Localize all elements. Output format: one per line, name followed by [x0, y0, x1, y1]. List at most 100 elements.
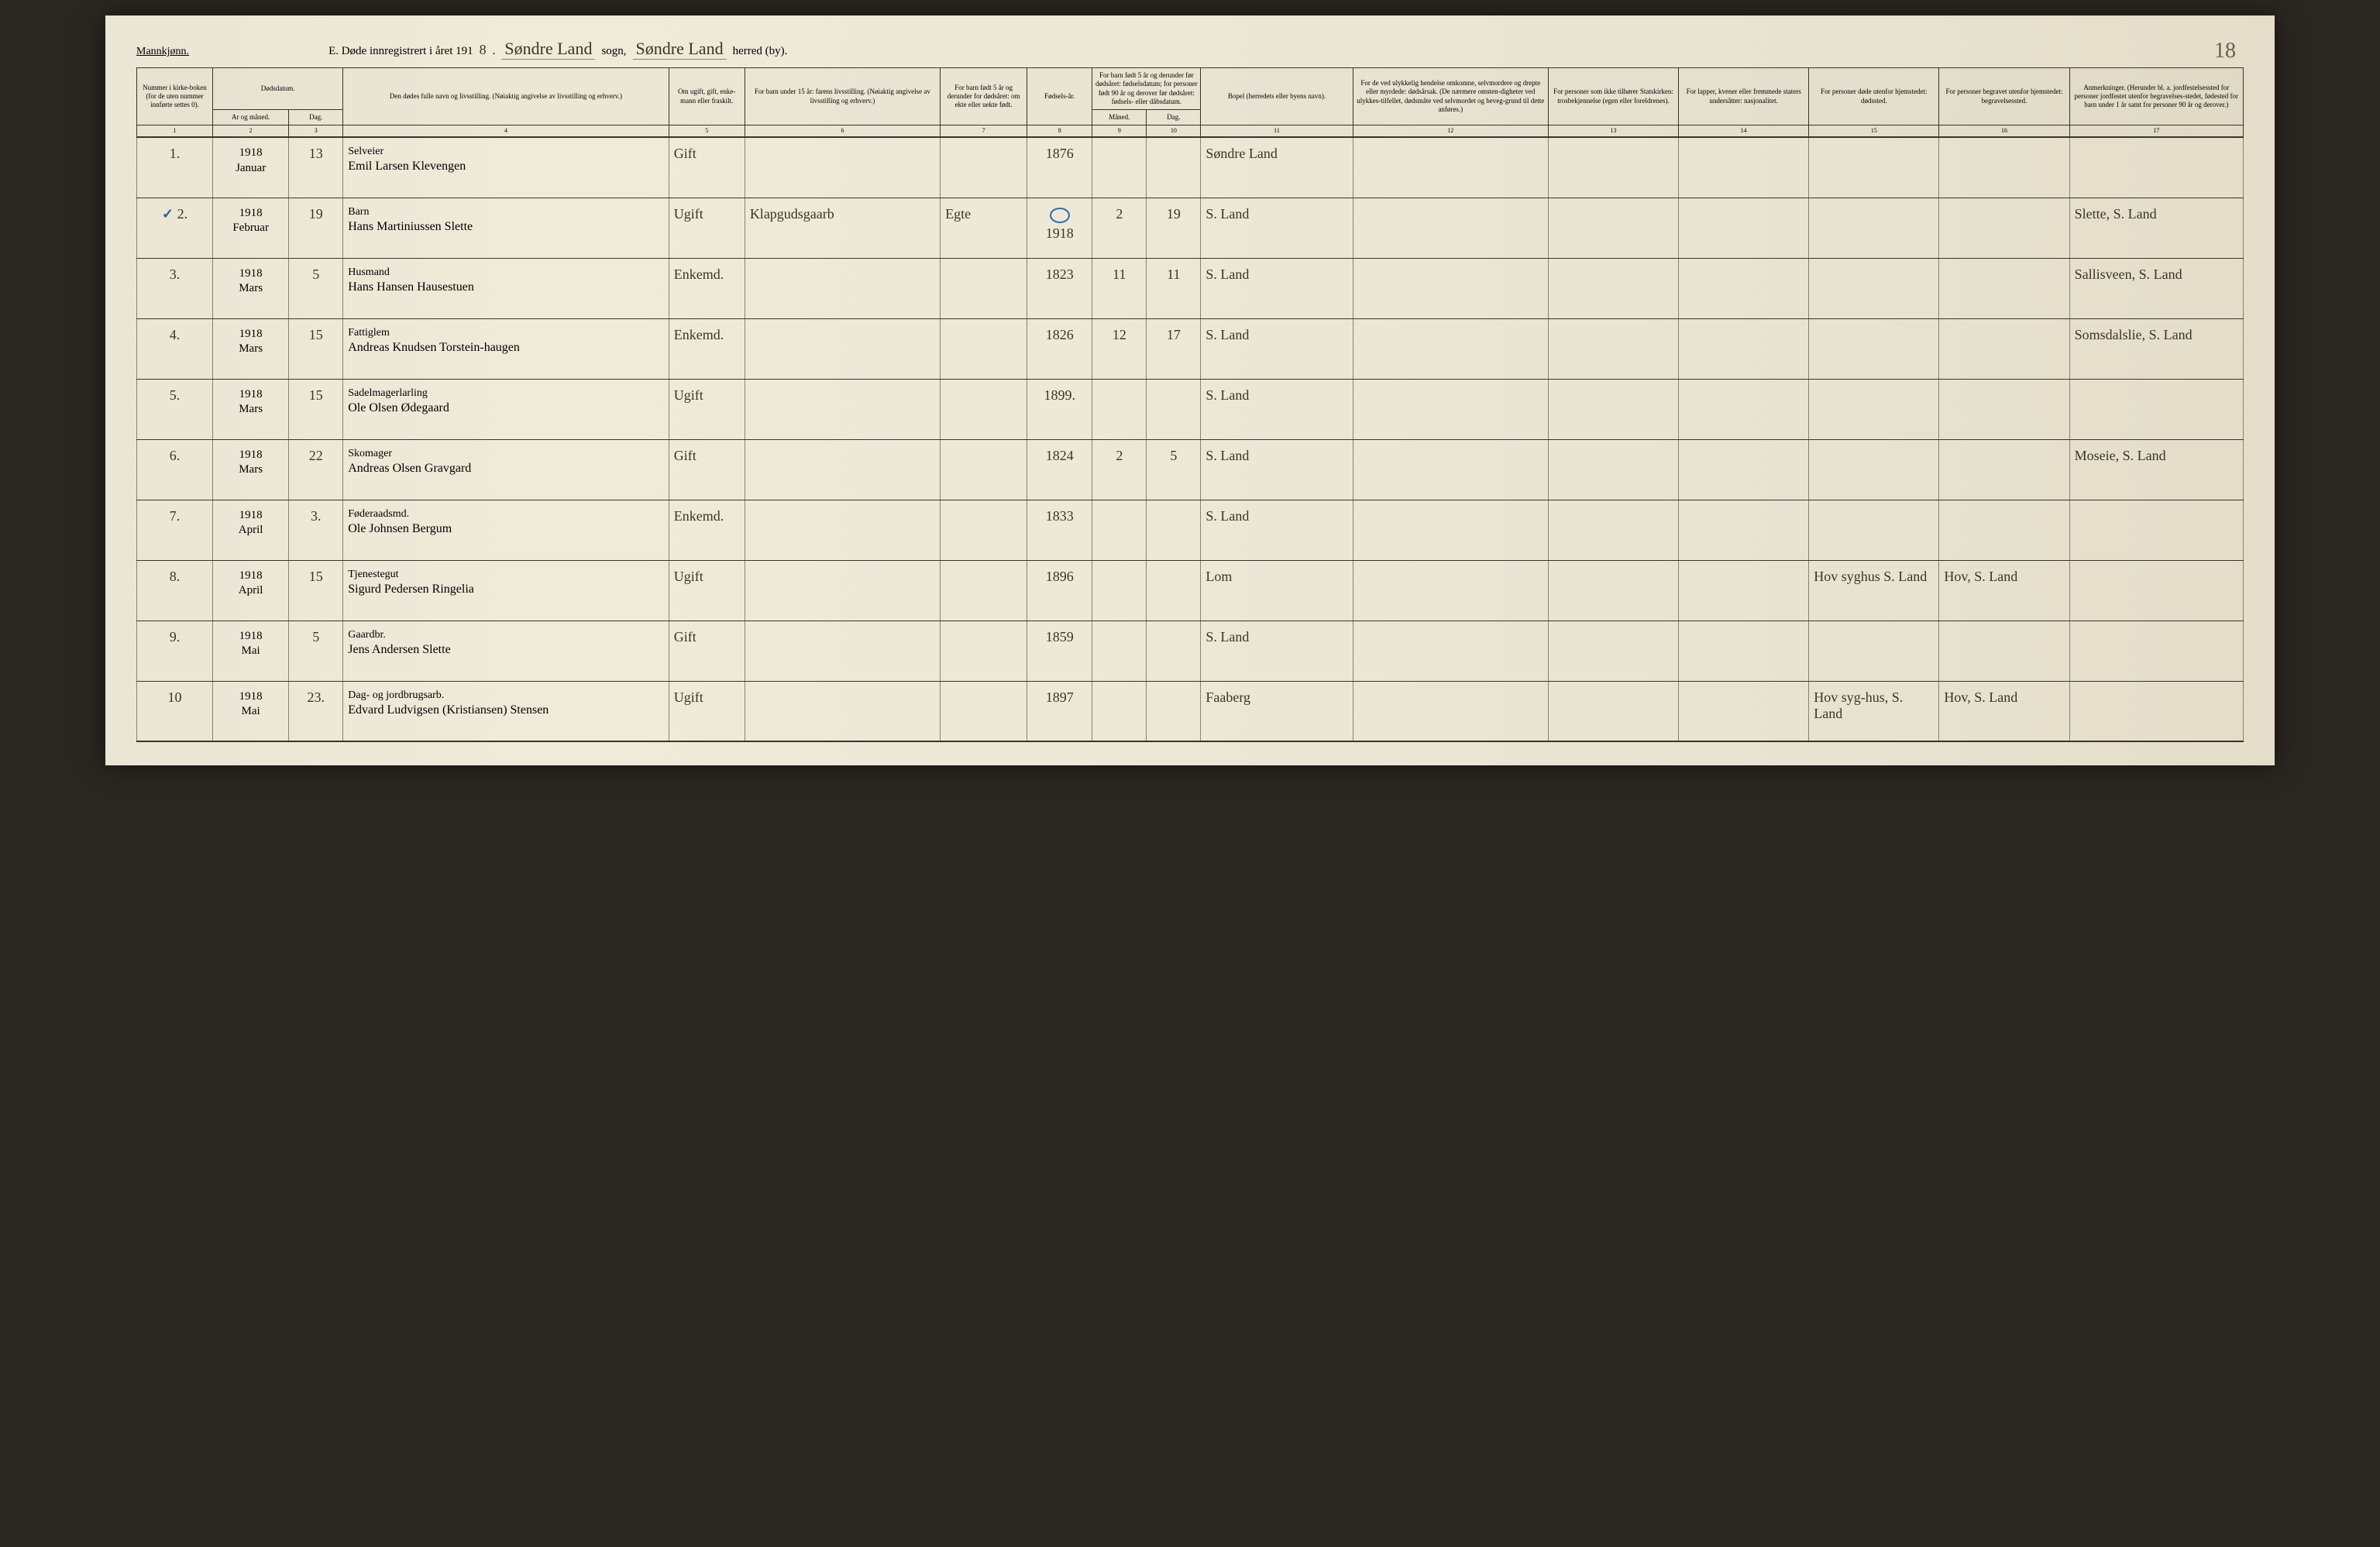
title-line: E. Døde innregistrert i året 1918 . Sønd…	[328, 39, 2244, 60]
birth-day: 11	[1147, 258, 1201, 318]
death-day: 23.	[289, 681, 343, 741]
death-year-month: 1918Februar	[213, 198, 289, 258]
burial-place	[1939, 439, 2069, 500]
col-header-3: Dag.	[289, 110, 343, 125]
birth-day	[1147, 379, 1201, 439]
col-header-2: Ar og måned.	[213, 110, 289, 125]
remarks	[2069, 500, 2243, 560]
sogn-value: Søndre Land	[501, 39, 595, 60]
col-header-10: Dag.	[1147, 110, 1201, 125]
confession	[1548, 500, 1678, 560]
sogn-label: sogn,	[601, 45, 626, 58]
ekte	[941, 621, 1027, 681]
birth-day	[1147, 621, 1201, 681]
residence: S. Land	[1201, 318, 1353, 379]
name-occupation: BarnHans Martiniussen Slette	[343, 198, 669, 258]
confession	[1548, 379, 1678, 439]
death-year-month: 1918Januar	[213, 137, 289, 198]
death-register-table: Nummer i kirke-boken (for de uten nummer…	[136, 67, 2244, 742]
confession	[1548, 198, 1678, 258]
name-occupation: SelveierEmil Larsen Klevengen	[343, 137, 669, 198]
table-row: 9.1918Mai5Gaardbr.Jens Andersen SletteGi…	[137, 621, 2244, 681]
nationality	[1679, 198, 1809, 258]
burial-place	[1939, 198, 2069, 258]
page-number: 18	[2214, 39, 2236, 64]
ekte	[941, 500, 1027, 560]
table-row: 1.1918Januar13SelveierEmil Larsen Kleven…	[137, 137, 2244, 198]
register-page: 18 Mannkjønn. E. Døde innregistrert i år…	[105, 15, 2275, 765]
table-row: 6.1918Mars22SkomagerAndreas Olsen Gravga…	[137, 439, 2244, 500]
confession	[1548, 560, 1678, 621]
residence: Søndre Land	[1201, 137, 1353, 198]
marital-status: Ugift	[669, 681, 745, 741]
table-body: 1.1918Januar13SelveierEmil Larsen Kleven…	[137, 137, 2244, 741]
ekte: Egte	[941, 198, 1027, 258]
remarks: Moseie, S. Land	[2069, 439, 2243, 500]
col-header-1: Nummer i kirke-boken (for de uten nummer…	[137, 68, 213, 125]
colnum: 2	[213, 125, 289, 138]
nationality	[1679, 137, 1809, 198]
ekte	[941, 379, 1027, 439]
birth-day	[1147, 500, 1201, 560]
confession	[1548, 621, 1678, 681]
death-day: 22	[289, 439, 343, 500]
marital-status: Ugift	[669, 560, 745, 621]
ekte	[941, 560, 1027, 621]
col-header-4: Den dødes fulle navn og livsstilling. (N…	[343, 68, 669, 125]
name-occupation: Føderaadsmd.Ole Johnsen Bergum	[343, 500, 669, 560]
death-day: 13	[289, 137, 343, 198]
title-prefix: E. Døde innregistrert i året 191	[328, 45, 473, 58]
birth-day: 19	[1147, 198, 1201, 258]
col-header-14: For lapper, kvener eller fremmede stater…	[1679, 68, 1809, 125]
birth-year: 1859	[1027, 621, 1092, 681]
father-occupation: Klapgudsgaarb	[745, 198, 940, 258]
birth-year: 1918	[1027, 198, 1092, 258]
colnum: 4	[343, 125, 669, 138]
nationality	[1679, 439, 1809, 500]
death-place	[1809, 258, 1939, 318]
marital-status: Ugift	[669, 379, 745, 439]
marital-status: Enkemd.	[669, 318, 745, 379]
name-occupation: TjenestegutSigurd Pedersen Ringelia	[343, 560, 669, 621]
col-header-16: For personer begravet utenfor hjemstedet…	[1939, 68, 2069, 125]
birth-year: 1897	[1027, 681, 1092, 741]
nationality	[1679, 500, 1809, 560]
birth-month	[1092, 137, 1147, 198]
table-row: 3.1918Mars5HusmandHans Hansen Hausestuen…	[137, 258, 2244, 318]
cause-of-death	[1353, 137, 1548, 198]
table-row: 5.1918Mars15SadelmagerlarlingOle Olsen Ø…	[137, 379, 2244, 439]
col-header-15: For personer døde utenfor hjemstedet: dø…	[1809, 68, 1939, 125]
burial-place: Hov, S. Land	[1939, 560, 2069, 621]
death-year-month: 1918April	[213, 500, 289, 560]
name-occupation: HusmandHans Hansen Hausestuen	[343, 258, 669, 318]
row-number: 4.	[137, 318, 213, 379]
gender-label: Mannkjønn.	[136, 46, 189, 58]
burial-place	[1939, 137, 2069, 198]
nationality	[1679, 621, 1809, 681]
birth-day	[1147, 681, 1201, 741]
marital-status: Gift	[669, 621, 745, 681]
death-place	[1809, 198, 1939, 258]
col-header-7: For barn født 5 år og derunder for dødså…	[941, 68, 1027, 125]
confession	[1548, 318, 1678, 379]
colnum: 1	[137, 125, 213, 138]
birth-year: 1823	[1027, 258, 1092, 318]
period: .	[493, 45, 496, 58]
father-occupation	[745, 560, 940, 621]
marital-status: Gift	[669, 439, 745, 500]
remarks	[2069, 560, 2243, 621]
row-number: 10	[137, 681, 213, 741]
colnum: 15	[1809, 125, 1939, 138]
father-occupation	[745, 621, 940, 681]
death-place	[1809, 137, 1939, 198]
death-place: Hov syg-hus, S. Land	[1809, 681, 1939, 741]
ekte	[941, 439, 1027, 500]
remarks: Somsdalslie, S. Land	[2069, 318, 2243, 379]
col-header-8: Fødsels-år.	[1027, 68, 1092, 125]
col-header-17: Anmerkninger. (Herunder bl. a. jordfeste…	[2069, 68, 2243, 125]
remarks	[2069, 379, 2243, 439]
birth-year: 1826	[1027, 318, 1092, 379]
residence: Faaberg	[1201, 681, 1353, 741]
remarks	[2069, 681, 2243, 741]
col-header-9: Måned.	[1092, 110, 1147, 125]
